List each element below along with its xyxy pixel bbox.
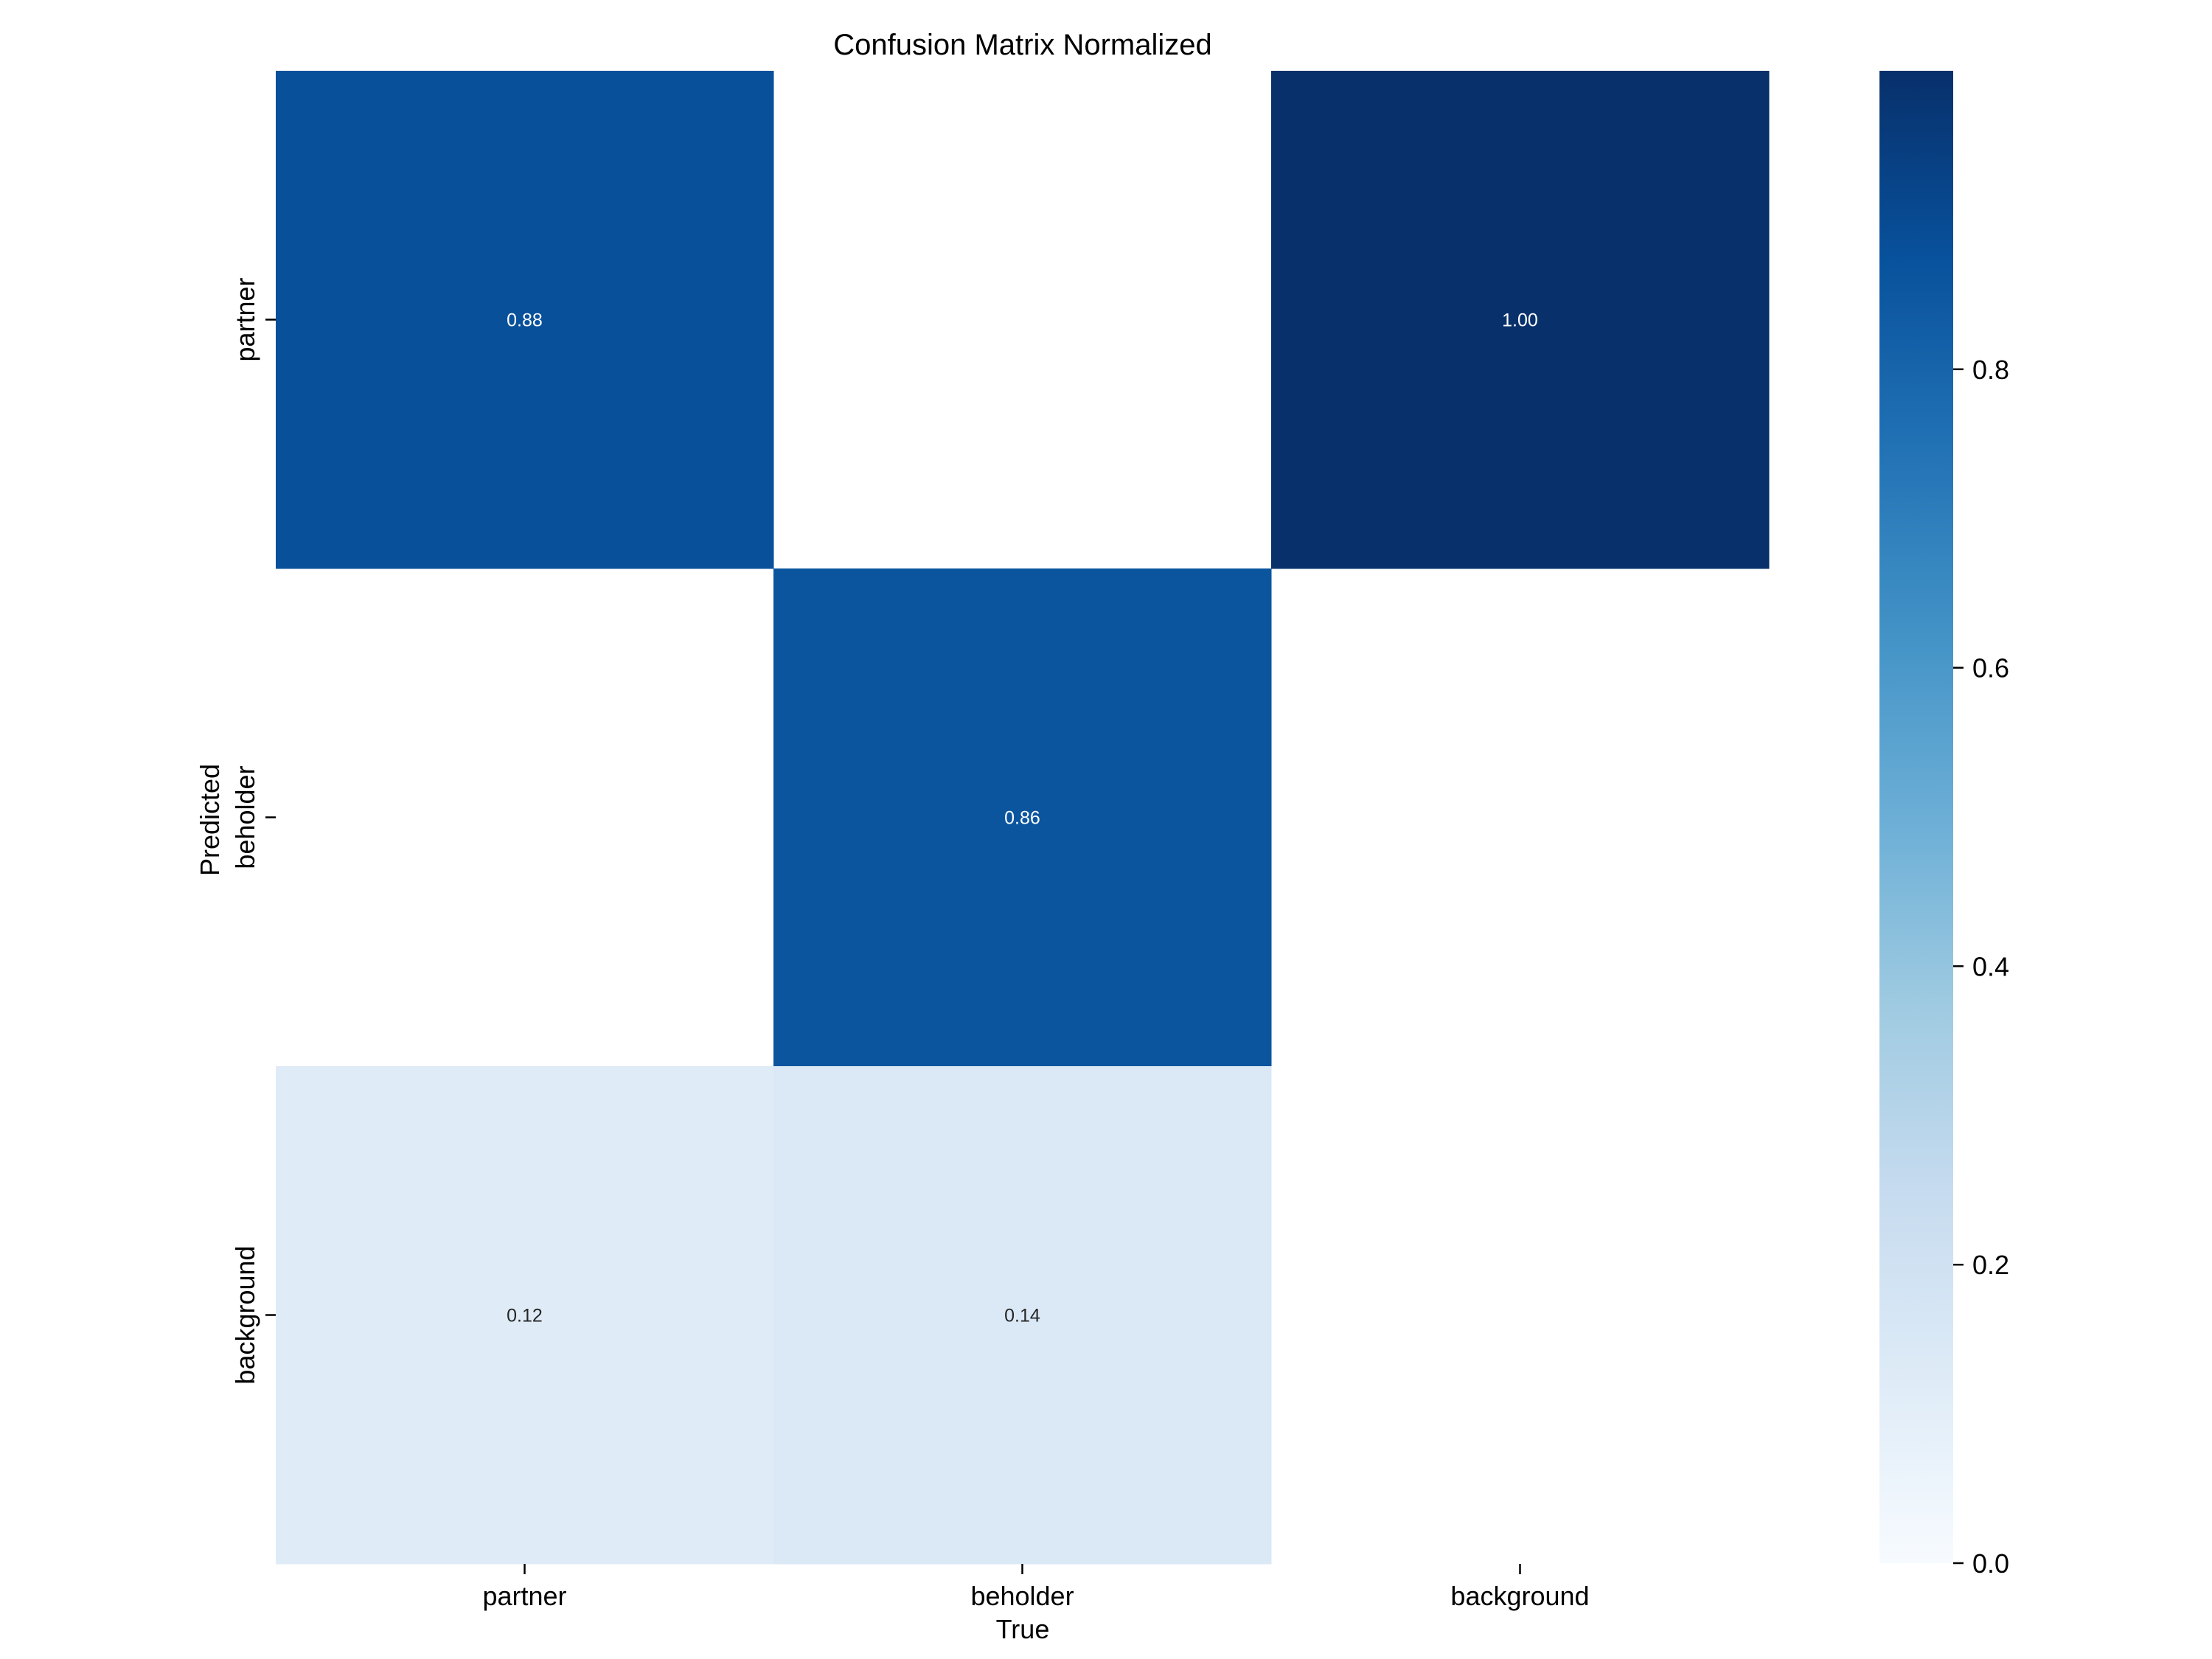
colorbar-axis: 0.0 0.2 0.4 0.6 0.8 <box>1953 355 2009 1579</box>
cell-value-label: 0.14 <box>1004 1306 1040 1326</box>
heatmap-cells <box>276 71 1770 1565</box>
x-tick-label: background <box>1450 1581 1589 1611</box>
x-axis-label: True <box>996 1614 1050 1644</box>
heatmap-cell <box>276 71 774 569</box>
y-tick-label: partner <box>230 277 260 361</box>
cell-value-label: 1.00 <box>1502 310 1538 331</box>
cell-value-label: 0.12 <box>507 1306 543 1326</box>
colorbar-tick-label: 0.2 <box>1972 1250 2009 1280</box>
heatmap-cell <box>1271 71 1770 569</box>
heatmap-cell <box>276 1066 774 1565</box>
y-axis-label: Predicted <box>195 764 225 876</box>
cell-value-label: 0.86 <box>1004 808 1040 829</box>
y-axis: partner beholder background <box>230 277 276 1385</box>
chart-title: Confusion Matrix Normalized <box>833 29 1212 61</box>
heatmap-cell <box>773 1066 1272 1565</box>
cell-value-label: 0.88 <box>507 310 543 331</box>
x-axis: partner beholder background <box>482 1564 1590 1611</box>
x-tick-label: beholder <box>970 1581 1074 1611</box>
colorbar-tick-label: 0.4 <box>1972 951 2009 981</box>
x-tick-label: partner <box>482 1581 566 1611</box>
colorbar-tick-label: 0.8 <box>1972 355 2009 385</box>
heatmap-cell <box>773 568 1272 1067</box>
y-tick-label: background <box>230 1245 260 1384</box>
colorbar-tick-label: 0.6 <box>1972 653 2009 684</box>
colorbar-tick-label: 0.0 <box>1972 1548 2009 1579</box>
y-tick-label: beholder <box>230 765 260 869</box>
heatmap-cell-labels: 0.88 1.00 0.86 0.12 0.14 <box>507 310 1538 1326</box>
colorbar <box>1879 71 1953 1563</box>
